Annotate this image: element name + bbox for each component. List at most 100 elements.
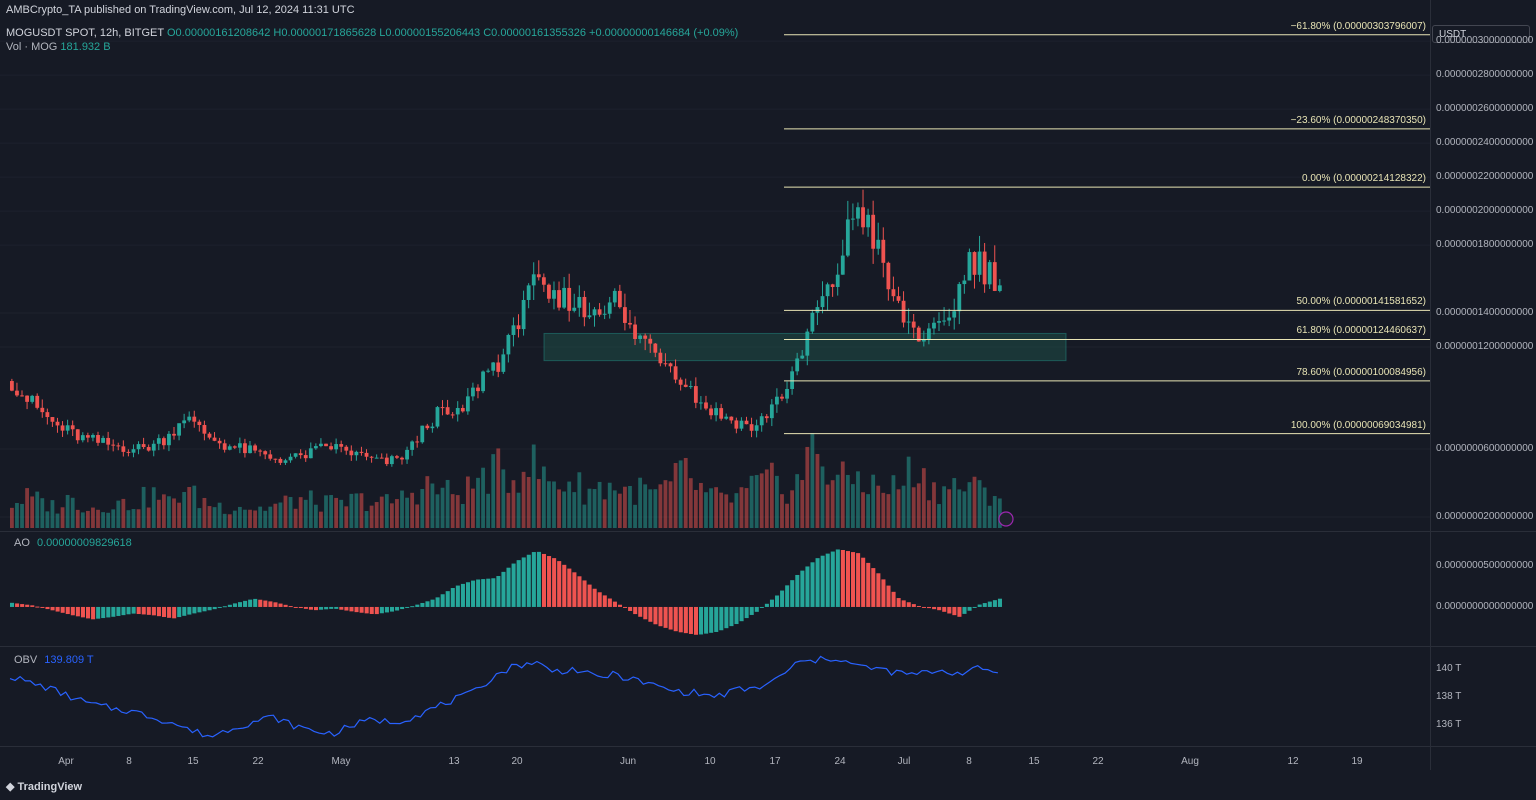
volume-bar-41: [217, 502, 222, 528]
ao-bar-91: [471, 580, 476, 607]
candle-body-174: [891, 289, 896, 297]
volume-bar-3: [25, 488, 29, 528]
candle-body-58: [303, 455, 308, 459]
volume-bar-62: [324, 495, 328, 528]
candle-body-145: [744, 420, 749, 425]
volume-bar-185: [947, 489, 952, 528]
chart-canvas[interactable]: [0, 0, 1536, 770]
ao-bar-161: [825, 553, 830, 607]
ao-bar-107: [552, 558, 557, 607]
volume-bar-75: [389, 503, 394, 528]
candle-body-189: [967, 252, 972, 281]
candle-body-152: [780, 396, 784, 399]
ao-bar-172: [881, 579, 886, 607]
candle-body-77: [400, 457, 404, 460]
ao-bar-112: [577, 576, 582, 607]
candle-body-103: [531, 274, 536, 286]
pane-divider-obv[interactable]: [0, 646, 1536, 647]
volume-bar-195: [997, 498, 1002, 528]
candle-body-22: [121, 446, 126, 452]
symbol-legend[interactable]: MOGUSDT SPOT, 12h, BITGET O0.00000161208…: [6, 27, 738, 39]
candle-body-68: [354, 451, 359, 456]
volume-bar-114: [587, 488, 592, 528]
volume-bar-87: [450, 494, 455, 528]
candle-body-169: [866, 214, 871, 228]
ao-legend[interactable]: AO 0.00000009829618: [14, 537, 132, 549]
ao-bar-173: [886, 585, 891, 607]
ao-bar-124: [638, 606, 643, 617]
fib-label-2[interactable]: 0.00% (0.00000214128322): [1302, 173, 1426, 185]
tradingview-logo[interactable]: ◆ TradingView: [6, 780, 82, 793]
fib-label-6[interactable]: 100.00% (0.00000069034981): [1290, 419, 1426, 431]
price-tick-label-2: 0.0000002600000000: [1436, 103, 1534, 115]
ao-bar-58: [303, 606, 308, 609]
candle-body-82: [425, 425, 430, 429]
volume-bar-127: [653, 489, 658, 528]
candle-body-90: [465, 396, 470, 412]
candle-body-92: [476, 387, 480, 392]
ao-bar-85: [440, 594, 445, 607]
ao-bar-75: [389, 606, 395, 612]
fib-label-1[interactable]: −23.60% (0.00000248370350): [1290, 114, 1426, 126]
candle-body-166: [851, 218, 855, 220]
volume-bar-38: [202, 497, 207, 528]
ao-tick-label-0: 0.0000000500000000: [1436, 559, 1534, 571]
volume-bar-98: [506, 492, 511, 528]
candle-body-42: [222, 443, 227, 450]
volume-bar-56: [293, 508, 298, 528]
ao-bar-27: [146, 606, 151, 615]
candle-body-135: [693, 386, 698, 403]
candle-body-48: [253, 445, 257, 451]
candle-body-10: [60, 425, 65, 431]
time-tick-label-2: 15: [187, 756, 199, 767]
ao-bar-148: [759, 606, 764, 608]
volume-bar-25: [136, 509, 141, 528]
candle-body-182: [932, 322, 936, 329]
ao-bar-142: [729, 606, 734, 627]
volume-bar-15: [85, 510, 90, 528]
ao-bar-178: [911, 604, 916, 607]
fib-label-0[interactable]: −61.80% (0.00000303796007): [1290, 20, 1426, 32]
volume-bar-52: [273, 503, 278, 528]
candle-body-185: [947, 317, 952, 321]
ao-bar-195: [997, 598, 1002, 607]
ao-bar-95: [491, 578, 496, 607]
candle-body-5: [35, 395, 40, 408]
ao-bar-181: [927, 606, 932, 609]
ao-bar-63: [329, 606, 334, 609]
candle-body-83: [430, 426, 435, 429]
volume-bar-86: [445, 479, 450, 528]
volume-bar-193: [987, 505, 992, 528]
fib-label-3[interactable]: 50.00% (0.00000141581652): [1296, 296, 1426, 308]
fib-label-4[interactable]: 61.80% (0.00000124460637): [1296, 325, 1426, 337]
ao-bar-49: [258, 599, 263, 607]
volume-bar-30: [161, 494, 166, 528]
pane-divider-ao[interactable]: [0, 531, 1536, 532]
volume-bar-156: [800, 480, 805, 528]
ao-bar-25: [136, 606, 141, 615]
candle-body-173: [886, 262, 891, 290]
volume-bar-163: [835, 474, 840, 528]
ohlc-values: O0.00000161208642 H0.00000171865628 L0.0…: [166, 27, 739, 39]
volume-legend[interactable]: Vol · MOG 181.932 B: [6, 41, 111, 53]
volume-bar-79: [410, 492, 415, 528]
ao-bar-20: [111, 606, 116, 617]
fib-label-5[interactable]: 78.60% (0.00000100084956): [1296, 366, 1426, 378]
volume-bar-39: [207, 506, 212, 528]
price-tick-label-3: 0.0000002400000000: [1436, 137, 1534, 149]
ao-bar-104: [536, 551, 541, 607]
volume-bar-160: [820, 466, 825, 528]
volume-bar-94: [486, 493, 491, 528]
candle-body-9: [55, 421, 60, 426]
currency-button[interactable]: USDT: [1432, 25, 1530, 43]
ao-bar-134: [688, 606, 693, 634]
candle-body-87: [450, 414, 455, 416]
ao-bar-100: [516, 560, 521, 607]
ao-bar-42: [222, 606, 227, 608]
ao-bar-57: [298, 606, 303, 609]
volume-bar-31: [167, 496, 171, 528]
obv-legend[interactable]: OBV 139.809 T: [14, 654, 94, 666]
ao-bar-126: [648, 606, 653, 622]
volume-bar-88: [455, 495, 460, 528]
volume-bar-132: [678, 460, 683, 528]
